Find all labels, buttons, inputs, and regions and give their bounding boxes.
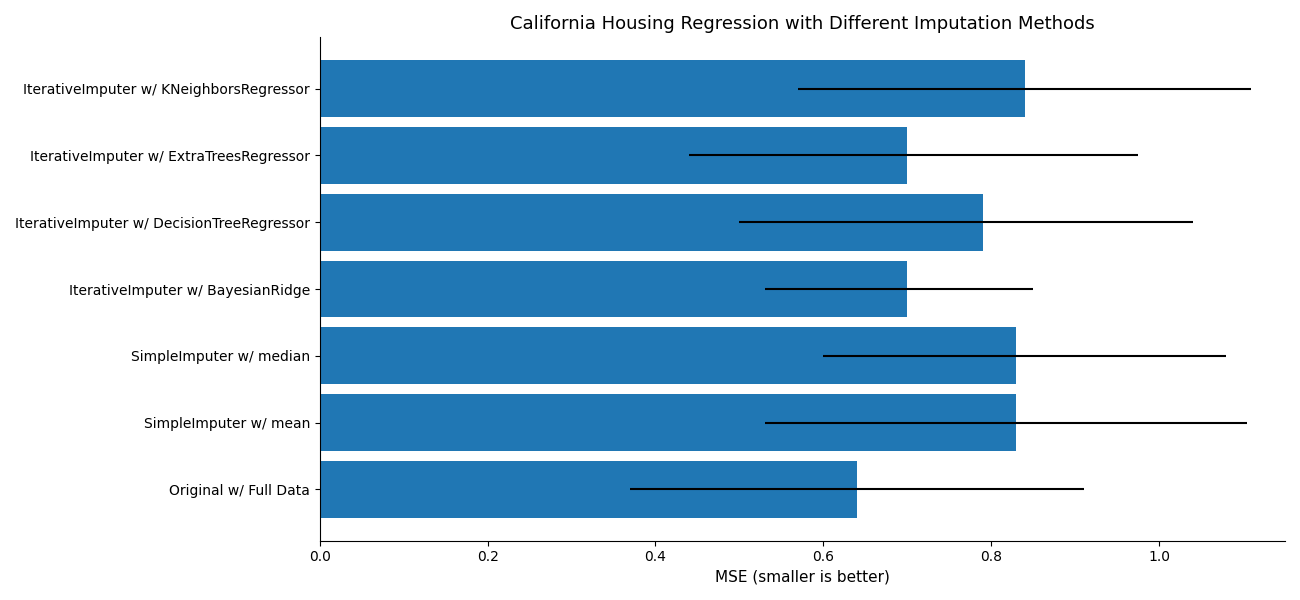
Bar xyxy=(320,260,907,317)
X-axis label: MSE (smaller is better): MSE (smaller is better) xyxy=(715,570,889,585)
Bar xyxy=(320,461,857,518)
Bar xyxy=(320,328,1017,384)
Bar xyxy=(320,194,983,251)
Bar xyxy=(320,394,1017,451)
Bar xyxy=(320,60,1024,117)
Bar xyxy=(320,127,907,184)
Title: California Housing Regression with Different Imputation Methods: California Housing Regression with Diffe… xyxy=(510,15,1095,33)
